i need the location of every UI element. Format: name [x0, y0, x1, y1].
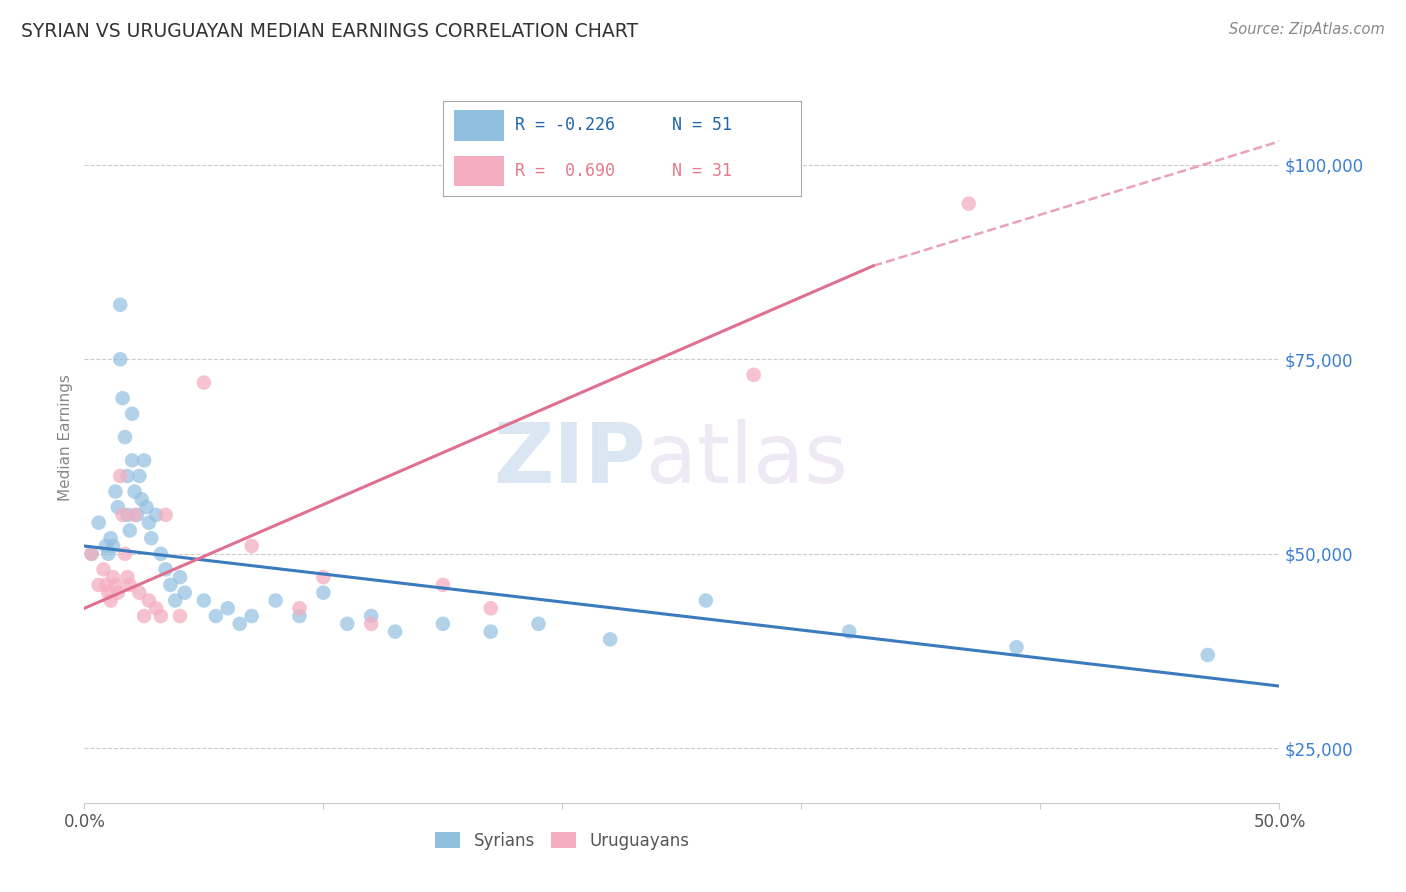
- Point: [121, 407, 143, 421]
- Point: [138, 593, 160, 607]
- Point: [599, 632, 621, 647]
- Point: [145, 601, 167, 615]
- Point: [155, 562, 177, 576]
- Point: [100, 531, 122, 545]
- Legend: Syrians, Uruguayans: Syrians, Uruguayans: [429, 825, 696, 856]
- Point: [240, 539, 263, 553]
- Point: [479, 624, 502, 639]
- Point: [264, 593, 287, 607]
- Point: [229, 616, 252, 631]
- Point: [80, 547, 103, 561]
- Point: [114, 547, 136, 561]
- Point: [1005, 640, 1028, 655]
- Point: [117, 469, 139, 483]
- Point: [97, 585, 120, 599]
- Point: [312, 585, 335, 599]
- Point: [131, 492, 153, 507]
- Point: [111, 508, 134, 522]
- Point: [336, 616, 359, 631]
- Point: [173, 585, 195, 599]
- Point: [110, 352, 132, 367]
- Point: [742, 368, 765, 382]
- Point: [135, 500, 157, 515]
- Point: [193, 376, 215, 390]
- Point: [360, 616, 382, 631]
- Point: [695, 593, 717, 607]
- Point: [87, 578, 110, 592]
- Text: ZIP: ZIP: [494, 418, 647, 500]
- Point: [101, 570, 124, 584]
- Point: [100, 593, 122, 607]
- Point: [101, 539, 124, 553]
- Point: [87, 516, 110, 530]
- Point: [132, 609, 156, 624]
- Point: [169, 609, 191, 624]
- Point: [159, 578, 181, 592]
- Point: [479, 601, 502, 615]
- Point: [288, 609, 311, 624]
- Point: [155, 508, 177, 522]
- Point: [93, 562, 115, 576]
- Y-axis label: Median Earnings: Median Earnings: [58, 374, 73, 500]
- Point: [97, 547, 120, 561]
- Point: [384, 624, 406, 639]
- Point: [110, 469, 132, 483]
- Point: [121, 453, 143, 467]
- Point: [125, 508, 148, 522]
- Point: [138, 516, 160, 530]
- Point: [145, 508, 167, 522]
- Point: [107, 585, 129, 599]
- Point: [104, 578, 127, 592]
- Point: [165, 593, 187, 607]
- Point: [217, 601, 239, 615]
- Point: [117, 508, 139, 522]
- Point: [288, 601, 311, 615]
- Point: [205, 609, 228, 624]
- Point: [838, 624, 860, 639]
- Point: [80, 547, 103, 561]
- Point: [111, 391, 134, 405]
- Point: [193, 593, 215, 607]
- Point: [312, 570, 335, 584]
- Point: [1197, 648, 1219, 662]
- Point: [94, 578, 117, 592]
- Point: [149, 609, 172, 624]
- Point: [107, 500, 129, 515]
- Point: [128, 585, 150, 599]
- Text: atlas: atlas: [647, 418, 848, 500]
- Point: [240, 609, 263, 624]
- Point: [124, 508, 146, 522]
- Point: [360, 609, 382, 624]
- Point: [124, 484, 146, 499]
- Point: [132, 453, 156, 467]
- Point: [957, 196, 980, 211]
- Point: [110, 298, 132, 312]
- Point: [104, 484, 127, 499]
- Point: [432, 578, 454, 592]
- Point: [169, 570, 191, 584]
- Point: [117, 570, 139, 584]
- Point: [128, 469, 150, 483]
- Point: [432, 616, 454, 631]
- Text: SYRIAN VS URUGUAYAN MEDIAN EARNINGS CORRELATION CHART: SYRIAN VS URUGUAYAN MEDIAN EARNINGS CORR…: [21, 22, 638, 41]
- Point: [527, 616, 550, 631]
- Point: [118, 524, 141, 538]
- Text: Source: ZipAtlas.com: Source: ZipAtlas.com: [1229, 22, 1385, 37]
- Point: [149, 547, 172, 561]
- Point: [114, 430, 136, 444]
- Point: [94, 539, 117, 553]
- Point: [141, 531, 163, 545]
- Point: [118, 578, 141, 592]
